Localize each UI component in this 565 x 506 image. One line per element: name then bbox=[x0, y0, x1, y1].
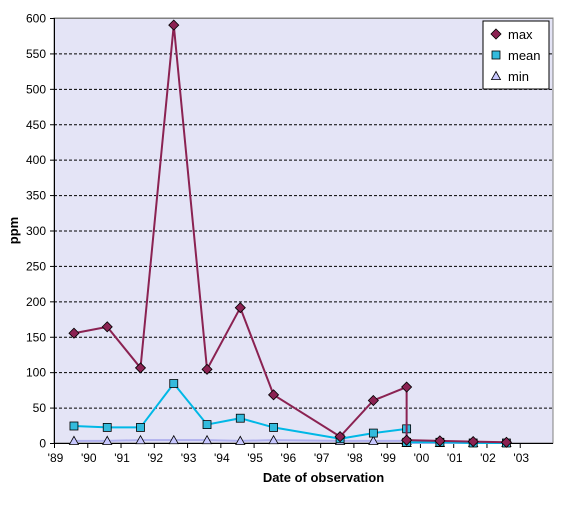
x-tick-label: '01 bbox=[447, 451, 463, 465]
data-point-max bbox=[267, 389, 280, 401]
data-point-min bbox=[68, 435, 80, 445]
plot-area bbox=[53, 17, 554, 444]
legend-label-min: min bbox=[508, 69, 529, 84]
y-tick-label: 50 bbox=[33, 401, 47, 415]
data-point-max bbox=[334, 431, 346, 443]
legend-marker-min bbox=[490, 70, 502, 80]
data-point-max bbox=[234, 302, 246, 314]
x-tick-label: '00 bbox=[414, 451, 430, 465]
series-max bbox=[68, 19, 512, 448]
data-point-max bbox=[201, 363, 213, 375]
data-point-mean bbox=[136, 423, 145, 432]
data-point-min bbox=[168, 434, 179, 445]
data-point-max bbox=[401, 381, 413, 393]
data-point-max bbox=[68, 327, 80, 339]
data-point-max bbox=[101, 321, 113, 333]
axes: 0 50 100 150 200 250 300 350 400 450 500 550 600 '89 '… bbox=[26, 12, 553, 465]
data-point-min bbox=[268, 434, 279, 445]
x-tick-label: '89 bbox=[48, 451, 64, 465]
x-tick-label: '92 bbox=[147, 451, 163, 465]
legend-label-mean: mean bbox=[508, 48, 541, 63]
data-point-min bbox=[135, 434, 146, 445]
gridlines bbox=[54, 53, 553, 409]
legend: max mean min bbox=[482, 20, 550, 90]
x-axis-label: Date of observation bbox=[263, 470, 384, 485]
data-point-min bbox=[368, 435, 379, 445]
y-tick-label: 450 bbox=[26, 118, 46, 132]
data-point-max bbox=[500, 436, 512, 448]
x-tick-label: '03 bbox=[513, 451, 529, 465]
data-point-mean bbox=[368, 428, 378, 438]
y-tick-label: 0 bbox=[39, 437, 46, 451]
x-tick-label: '02 bbox=[480, 451, 496, 465]
data-point-mean bbox=[102, 423, 112, 432]
data-point-max bbox=[168, 19, 180, 31]
legend-marker-max bbox=[490, 28, 502, 40]
data-point-max bbox=[401, 434, 413, 446]
x-tick-label: '94 bbox=[214, 451, 230, 465]
data-point-max bbox=[367, 394, 379, 407]
legend-label-max: max bbox=[508, 27, 533, 42]
data-point-min bbox=[102, 435, 113, 445]
series-layer bbox=[68, 19, 512, 448]
legend-marker-mean bbox=[491, 50, 501, 60]
data-point-mean bbox=[269, 423, 278, 432]
legend-item-mean: mean bbox=[491, 48, 541, 63]
data-point-mean bbox=[169, 379, 179, 388]
x-tick-label: '96 bbox=[281, 451, 297, 465]
x-tick-label: '91 bbox=[114, 451, 130, 465]
y-tick-label: 600 bbox=[26, 12, 46, 26]
y-tick-label: 550 bbox=[26, 47, 46, 61]
series-line-mean bbox=[73, 381, 507, 444]
y-tick-label: 100 bbox=[26, 366, 46, 380]
data-point-max bbox=[434, 435, 446, 447]
data-point-mean bbox=[235, 413, 245, 423]
y-axis-label: ppm bbox=[6, 217, 21, 244]
series-line-max bbox=[73, 24, 507, 444]
x-tick-label: '93 bbox=[181, 451, 197, 465]
x-tick-label: '98 bbox=[347, 451, 363, 465]
x-tick-label: '90 bbox=[81, 451, 97, 465]
y-tick-label: 250 bbox=[26, 259, 46, 273]
data-point-mean bbox=[202, 420, 212, 429]
y-tick-label: 350 bbox=[26, 189, 46, 203]
x-tick-label: '99 bbox=[380, 451, 396, 465]
y-tick-label: 200 bbox=[26, 295, 46, 309]
data-point-max bbox=[134, 362, 147, 374]
x-tick-label: '97 bbox=[314, 451, 330, 465]
legend-item-max: max bbox=[490, 27, 533, 42]
y-tick-label: 400 bbox=[26, 153, 46, 167]
y-tick-label: 150 bbox=[26, 330, 46, 344]
data-point-min bbox=[201, 434, 213, 445]
data-point-max bbox=[467, 436, 479, 448]
data-point-mean bbox=[69, 421, 79, 431]
y-tick-label: 500 bbox=[26, 82, 46, 96]
data-point-min bbox=[235, 435, 246, 445]
legend-item-min: min bbox=[490, 69, 529, 84]
y-tick-label: 300 bbox=[26, 224, 46, 238]
x-tick-label: '95 bbox=[247, 451, 263, 465]
